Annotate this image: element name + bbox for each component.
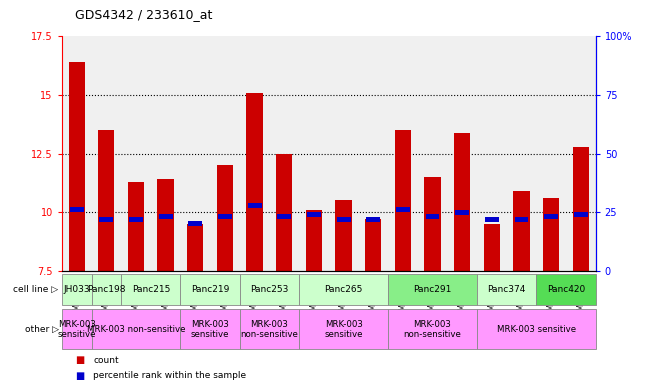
Bar	[218, 214, 232, 219]
Bar	[543, 198, 559, 271]
Text: MRK-003 sensitive: MRK-003 sensitive	[497, 325, 576, 334]
Text: Panc291: Panc291	[413, 285, 452, 294]
Text: Panc215: Panc215	[132, 285, 170, 294]
Text: Panc219: Panc219	[191, 285, 229, 294]
Bar	[180, 309, 240, 349]
Bar	[335, 200, 352, 271]
Bar	[247, 202, 262, 208]
Text: count: count	[93, 356, 118, 365]
Bar	[100, 217, 113, 222]
Text: MRK-003 non-sensitive: MRK-003 non-sensitive	[87, 325, 186, 334]
Bar	[240, 274, 299, 305]
Bar	[477, 274, 536, 305]
Bar	[277, 214, 291, 219]
Bar	[388, 274, 477, 305]
Bar	[574, 212, 588, 217]
Text: Panc198: Panc198	[87, 285, 126, 294]
Text: MRK-003
sensitive: MRK-003 sensitive	[324, 320, 363, 339]
Bar	[388, 309, 477, 349]
Bar	[299, 309, 388, 349]
Bar	[337, 217, 350, 222]
Text: GDS4342 / 233610_at: GDS4342 / 233610_at	[75, 8, 212, 21]
Bar	[544, 214, 558, 219]
Bar	[276, 154, 292, 271]
Bar	[485, 217, 499, 222]
Bar	[573, 147, 589, 271]
Bar	[129, 217, 143, 222]
Text: percentile rank within the sample: percentile rank within the sample	[93, 371, 246, 380]
Text: Panc420: Panc420	[547, 285, 585, 294]
Bar	[396, 207, 410, 212]
Text: Panc253: Panc253	[250, 285, 288, 294]
Bar	[424, 177, 441, 271]
Bar	[395, 130, 411, 271]
Bar	[367, 217, 380, 222]
Bar	[477, 309, 596, 349]
Bar	[62, 309, 92, 349]
Text: other ▷: other ▷	[25, 325, 59, 334]
Bar	[536, 274, 596, 305]
Bar	[217, 166, 233, 271]
Bar	[70, 207, 83, 212]
Bar	[158, 179, 174, 271]
Text: MRK-003
sensitive: MRK-003 sensitive	[57, 320, 96, 339]
Bar	[299, 274, 388, 305]
Bar	[62, 274, 92, 305]
Bar	[68, 62, 85, 271]
Bar	[128, 182, 144, 271]
Bar	[306, 210, 322, 271]
Text: Panc265: Panc265	[324, 285, 363, 294]
Bar	[159, 214, 173, 219]
Bar	[426, 214, 439, 219]
Text: MRK-003
sensitive: MRK-003 sensitive	[191, 320, 229, 339]
Text: JH033: JH033	[63, 285, 90, 294]
Bar	[180, 274, 240, 305]
Text: cell line ▷: cell line ▷	[14, 285, 59, 294]
Bar	[98, 130, 115, 271]
Text: ■: ■	[75, 355, 84, 365]
Bar	[240, 309, 299, 349]
Text: MRK-003
non-sensitive: MRK-003 non-sensitive	[404, 320, 462, 339]
Bar	[92, 309, 180, 349]
Bar	[484, 224, 500, 271]
Text: ■: ■	[75, 371, 84, 381]
Bar	[365, 219, 381, 271]
Text: MRK-003
non-sensitive: MRK-003 non-sensitive	[240, 320, 298, 339]
Bar	[454, 132, 471, 271]
Bar	[188, 221, 202, 227]
Bar	[514, 217, 529, 222]
Bar	[514, 191, 530, 271]
Bar	[247, 93, 263, 271]
Bar	[121, 274, 180, 305]
Bar	[455, 210, 469, 215]
Text: Panc374: Panc374	[488, 285, 526, 294]
Bar	[307, 212, 321, 217]
Bar	[92, 274, 121, 305]
Bar	[187, 224, 204, 271]
